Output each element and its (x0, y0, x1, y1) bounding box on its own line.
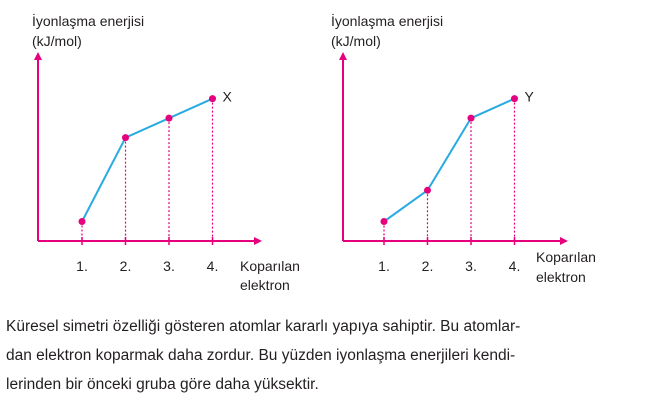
x-axis-label-line-1: Koparılan (240, 258, 300, 274)
x-axis-arrow (560, 237, 568, 245)
figure: İyonlaşma enerjisi (kJ/mol) 1. 2. 3. 4. X Kopar… (32, 12, 596, 293)
x-tick-label: 2. (120, 258, 132, 274)
x-tick-label: 4. (509, 258, 521, 274)
data-point (78, 218, 86, 225)
x-axis-label-line-2: elektron (240, 277, 290, 293)
chart-1: İyonlaşma enerjisi (kJ/mol) 1. 2. 3. 4. X Kopar… (32, 12, 300, 293)
data-point (511, 95, 518, 103)
y-axis-label-line-1: İyonlaşma enerjisi (331, 12, 443, 29)
x-axis-label-line-1: Koparılan (536, 249, 596, 265)
x-tick-label: 4. (207, 258, 219, 274)
x-tick-label: 3. (465, 258, 477, 274)
series-line (81, 97, 213, 222)
x-tick-label: 2. (422, 258, 434, 274)
y-axis-label-line-2: (kJ/mol) (32, 33, 82, 49)
series-label: Y (525, 89, 535, 105)
x-tick-label: 3. (163, 258, 175, 274)
data-point (122, 134, 129, 142)
data-point (424, 186, 431, 194)
chart-2: İyonlaşma enerjisi (kJ/mol) 1. 2. 3. 4. Y Kopar… (331, 12, 596, 285)
paragraph-line-3: lerinden bir önceki gruba göre daha yüks… (6, 376, 319, 393)
y-axis-label-line-1: İyonlaşma enerjisi (32, 12, 144, 29)
y-axis-arrow (34, 52, 42, 60)
data-point (209, 95, 216, 103)
x-axis-label-line-2: elektron (536, 269, 586, 285)
x-tick-label: 1. (76, 258, 88, 274)
data-point (467, 114, 475, 122)
paragraph-line-2: dan elektron koparmak daha zordur. Bu yü… (6, 347, 516, 364)
paragraph-line-1: Küresel simetri özelliği gösteren atomla… (6, 318, 521, 335)
y-axis-label-line-2: (kJ/mol) (331, 33, 381, 49)
series-line (383, 97, 515, 223)
explanation-paragraph: Küresel simetri özelliği gösteren atomla… (6, 312, 642, 399)
data-point (165, 114, 173, 122)
data-point (380, 218, 388, 225)
x-axis-arrow (254, 237, 262, 245)
y-axis-arrow (339, 52, 347, 60)
series-label: X (223, 89, 233, 105)
x-tick-label: 1. (378, 258, 390, 274)
